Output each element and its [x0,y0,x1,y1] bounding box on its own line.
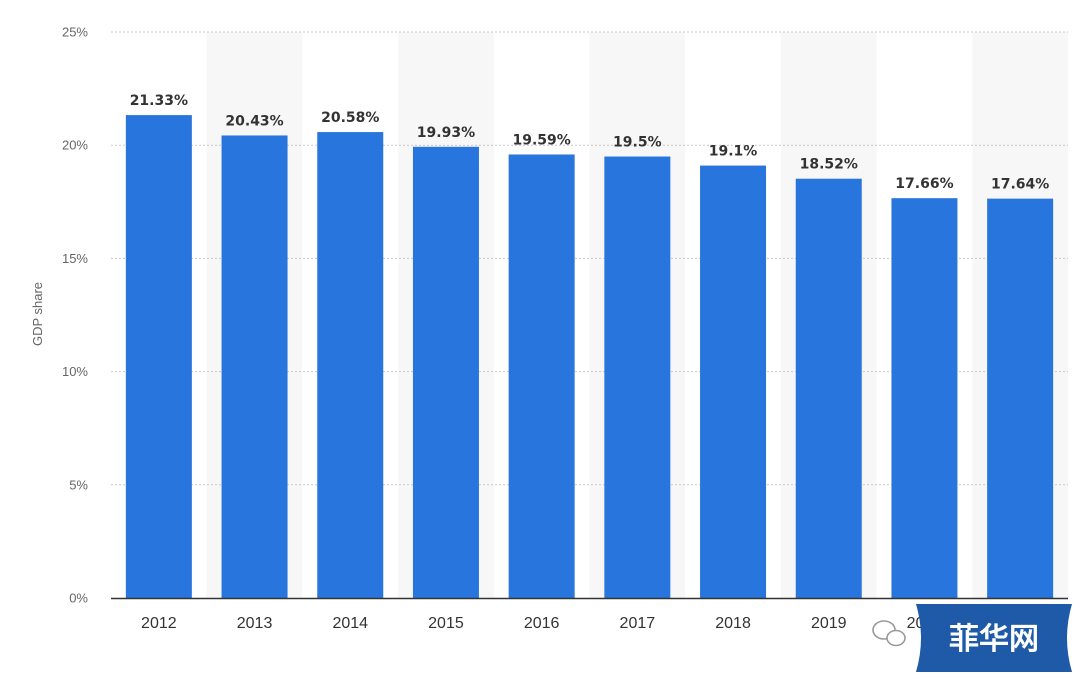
bar [125,115,192,598]
data-label: 21.33% [130,93,188,109]
x-tick-label: 2018 [715,615,751,632]
y-tick-label: 25% [62,25,88,40]
y-tick-label: 5% [69,477,88,492]
data-labels: 21.33% 20.43% 20.58% 19.93% 19.59% 19.5% 19.1%… [130,93,1050,193]
bar [795,178,862,598]
bar [508,154,575,598]
bar [987,198,1054,598]
data-label: 17.64% [991,177,1049,193]
y-axis-title: GDP share [30,282,45,346]
y-tick-label: 15% [62,251,88,266]
data-label: 19.1% [709,144,758,160]
x-tick-label: 2014 [332,615,368,632]
ribbon-shape [916,604,1072,672]
x-tick-label: 2015 [428,615,464,632]
data-label: 19.59% [512,132,570,148]
bar [604,156,671,598]
wechat-icon [872,620,906,647]
data-label: 20.43% [225,113,283,129]
bar [221,135,288,599]
x-tick-label: 2017 [620,615,656,632]
x-tick-label: 2016 [524,615,560,632]
y-tick-label: 20% [62,138,88,153]
bars [125,115,1054,599]
x-tick-label: 2019 [811,615,847,632]
y-tick-label: 0% [69,591,88,606]
watermark-text: 菲华网 [949,622,1039,657]
watermark-logo: 菲华网 [872,604,1072,672]
y-axis-ticks: 0% 5% 10% 15% 20% 25% [62,25,88,606]
y-tick-label: 10% [62,364,88,379]
data-label: 18.52% [800,157,858,173]
bar [700,165,767,599]
data-label: 17.66% [895,176,953,192]
bar [891,198,958,598]
x-tick-label: 2012 [141,615,177,632]
x-tick-label: 2013 [237,615,273,632]
data-label: 19.93% [417,125,475,141]
data-label: 20.58% [321,110,379,126]
bar [412,146,479,599]
bar [317,132,384,599]
data-label: 19.5% [613,135,662,151]
